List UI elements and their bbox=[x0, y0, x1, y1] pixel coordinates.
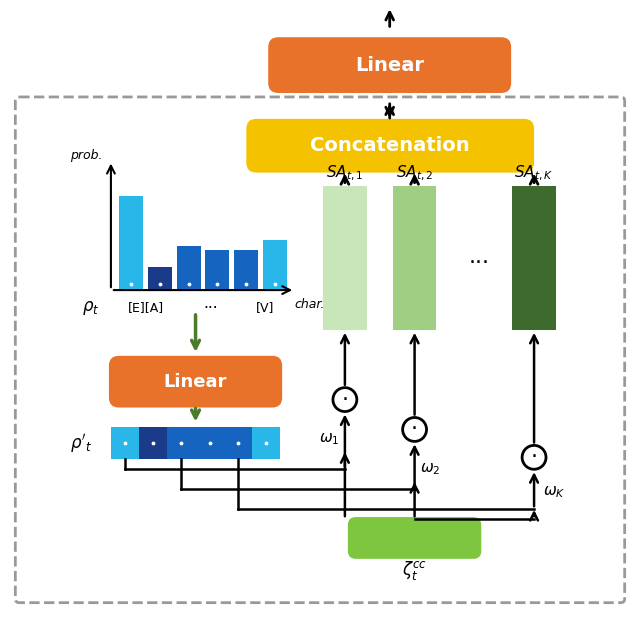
Text: $\omega_2$: $\omega_2$ bbox=[420, 462, 441, 477]
Text: $\omega_1$: $\omega_1$ bbox=[319, 431, 339, 447]
Circle shape bbox=[333, 387, 357, 412]
Text: ·: · bbox=[531, 447, 538, 467]
Bar bbox=[111, 428, 139, 459]
Text: $SA_{t,K}$: $SA_{t,K}$ bbox=[515, 164, 554, 183]
Text: $SA_{t,1}$: $SA_{t,1}$ bbox=[326, 164, 364, 183]
Bar bbox=[196, 428, 224, 459]
Text: Concatenation: Concatenation bbox=[310, 136, 470, 155]
Text: $\zeta_t^{cc}$: $\zeta_t^{cc}$ bbox=[402, 560, 427, 582]
FancyBboxPatch shape bbox=[348, 517, 481, 559]
Text: ...: ... bbox=[469, 247, 490, 267]
Bar bbox=[119, 196, 143, 290]
Bar bbox=[224, 428, 252, 459]
Text: [E][A]: [E][A] bbox=[128, 302, 164, 315]
Bar bbox=[252, 428, 280, 459]
FancyBboxPatch shape bbox=[268, 37, 511, 93]
Text: $\rho'_t$: $\rho'_t$ bbox=[70, 432, 92, 455]
Circle shape bbox=[522, 445, 546, 470]
Text: ·: · bbox=[411, 420, 418, 439]
Circle shape bbox=[403, 418, 426, 441]
Bar bbox=[263, 240, 287, 290]
Bar bbox=[177, 246, 200, 290]
Text: char.: char. bbox=[295, 298, 325, 311]
Bar bbox=[234, 251, 259, 290]
Text: prob.: prob. bbox=[70, 149, 103, 162]
Bar bbox=[323, 186, 367, 330]
FancyBboxPatch shape bbox=[246, 119, 534, 173]
Bar bbox=[205, 251, 229, 290]
Text: $SA_{t,2}$: $SA_{t,2}$ bbox=[396, 164, 433, 183]
Text: ···: ··· bbox=[203, 300, 218, 315]
Text: [V]: [V] bbox=[256, 302, 275, 315]
FancyBboxPatch shape bbox=[109, 356, 282, 408]
FancyBboxPatch shape bbox=[15, 97, 625, 603]
Text: ·: · bbox=[341, 389, 348, 410]
Bar bbox=[148, 267, 172, 290]
Bar bbox=[512, 186, 556, 330]
Text: Linear: Linear bbox=[355, 56, 424, 75]
Bar bbox=[139, 428, 167, 459]
Text: Linear: Linear bbox=[164, 373, 227, 391]
Bar bbox=[167, 428, 196, 459]
Text: $\rho_t$: $\rho_t$ bbox=[83, 299, 100, 317]
Bar bbox=[393, 186, 436, 330]
Text: $\omega_K$: $\omega_K$ bbox=[543, 484, 565, 500]
